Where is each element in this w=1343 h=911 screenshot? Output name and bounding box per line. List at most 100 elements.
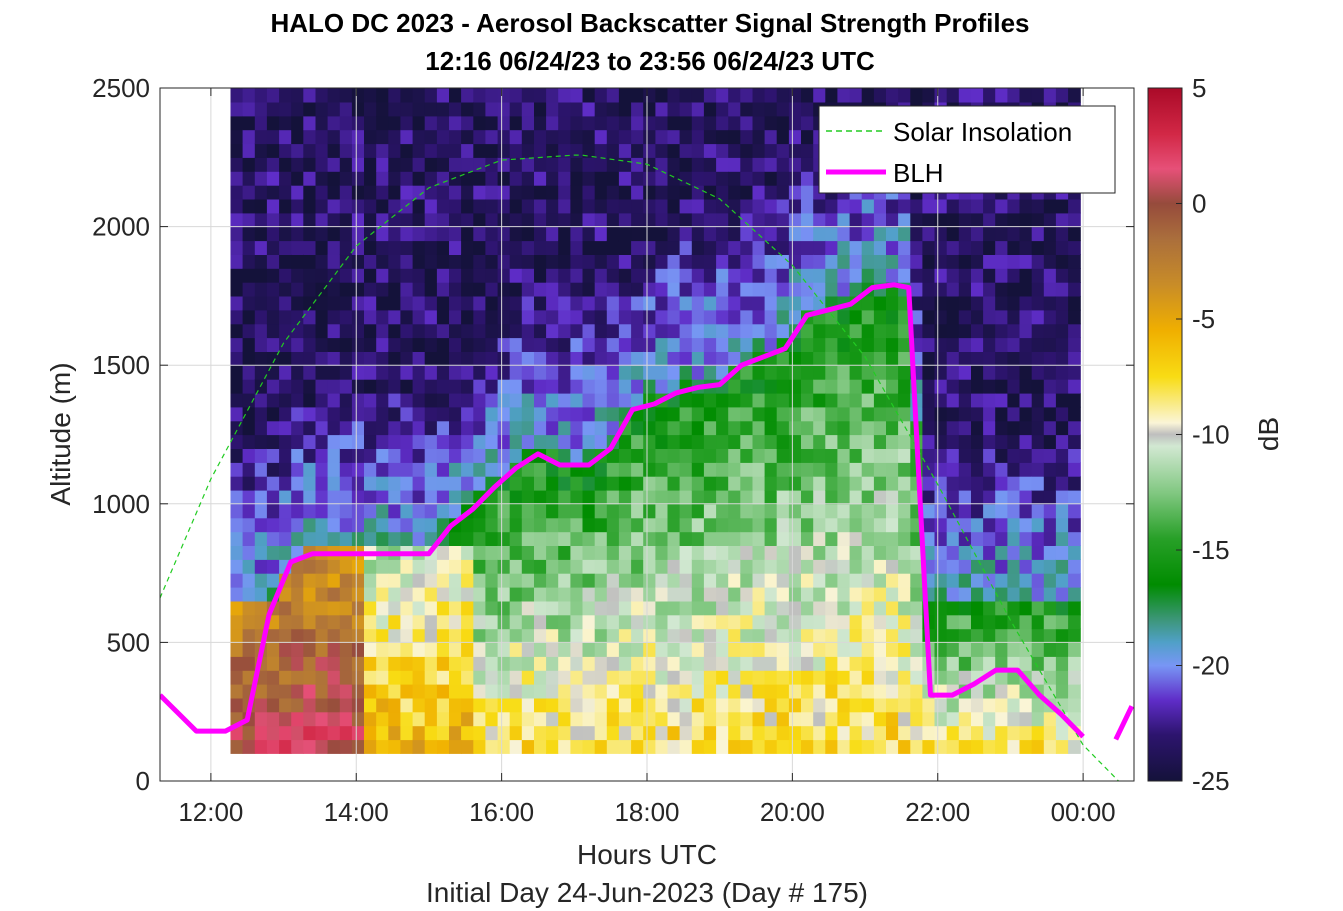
heatmap-cell [546,282,559,297]
heatmap-cell [825,503,838,519]
heatmap-cell [958,517,972,533]
heatmap-cell [922,725,936,741]
heatmap-cell [449,157,462,172]
heatmap-cell [339,143,353,158]
heatmap-cell [279,323,292,339]
heatmap-cell [376,323,389,339]
heatmap-cell [436,600,450,616]
heatmap-cell [412,434,426,449]
heatmap-cell [461,448,474,463]
heatmap-cell [594,462,608,477]
heatmap-cell [534,254,547,269]
heatmap-cell [230,282,244,297]
heatmap-cell [691,323,705,339]
heatmap-cell [400,351,414,366]
heatmap-cell [983,295,996,311]
heatmap-cell [485,392,499,408]
heatmap-cell [521,559,535,574]
heatmap-cell [388,406,401,422]
heatmap-cell [303,489,316,505]
heatmap-cell [230,365,244,380]
heatmap-cell [461,489,474,505]
heatmap-cell [716,559,729,574]
heatmap-cell [570,628,584,643]
heatmap-cell [801,739,814,754]
heatmap-cell [922,420,936,436]
heatmap-cell [849,670,863,685]
heatmap-cell [764,212,778,228]
colorbar: 50-5-10-15-20-25 dB [1147,73,1284,796]
heatmap-cell [618,517,632,533]
heatmap-cell [606,254,620,269]
heatmap-cell [788,559,802,574]
heatmap-cell [849,268,863,283]
heatmap-cell [886,268,899,283]
heatmap-cell [946,628,960,643]
heatmap-cell [922,711,936,727]
heatmap-cell [728,489,741,505]
heatmap-cell [436,351,450,366]
heatmap-cell [436,628,450,643]
heatmap-cell [606,365,620,380]
heatmap-cell [339,656,353,671]
heatmap-cell [995,642,1008,657]
heatmap-cell [983,684,996,699]
heatmap-cell [570,129,584,145]
heatmap-cell [958,628,972,643]
heatmap-cell [1068,406,1081,422]
heatmap-cell [266,323,280,339]
heatmap-cell [740,559,753,574]
heatmap-cell [971,295,984,311]
heatmap-cell [983,642,996,657]
heatmap-cell [825,587,838,602]
heatmap-cell [291,503,304,519]
heatmap-cell [934,282,948,297]
heatmap-cell [946,711,960,727]
heatmap-cell [825,365,838,380]
heatmap-cell [606,185,620,200]
heatmap-cell [594,226,608,242]
heatmap-cell [971,226,984,242]
heatmap-cell [436,240,450,255]
heatmap-cell [910,198,923,214]
heatmap-cell [995,670,1008,685]
heatmap-cell [534,143,547,158]
heatmap-cell [667,462,681,477]
heatmap-cell [934,503,948,519]
heatmap-cell [582,254,596,269]
heatmap-cell [412,240,426,255]
heatmap-cell [886,545,899,560]
heatmap-cell [449,337,462,352]
heatmap-cell [886,420,899,436]
heatmap-cell [303,240,316,255]
heatmap-cell [327,323,341,339]
heatmap-cell [631,684,644,699]
heatmap-cell [691,628,705,643]
heatmap-cell [497,545,511,560]
heatmap-cell [303,420,316,436]
heatmap-cell [1031,697,1045,713]
heatmap-cell [582,351,596,366]
heatmap-cell [254,88,268,103]
heatmap-cell [1007,323,1021,339]
heatmap-cell [764,282,778,297]
heatmap-cell [934,337,948,352]
heatmap-cell [958,365,972,380]
heatmap-cell [1031,573,1045,588]
heatmap-cell [315,365,329,380]
heatmap-cell [983,697,996,713]
heatmap-cell [606,573,620,588]
heatmap-cell [728,628,741,643]
heatmap-cell [801,587,814,602]
heatmap-cell [449,614,462,630]
heatmap-cell [1031,379,1045,394]
heatmap-cell [825,448,838,463]
heatmap-cell [643,282,656,297]
heatmap-cell [995,573,1008,588]
heatmap-cell [776,226,790,242]
heatmap-cell [1007,212,1021,228]
heatmap-cell [254,392,268,408]
heatmap-cell [776,420,790,436]
heatmap-cell [631,143,644,158]
heatmap-cell [400,392,414,408]
